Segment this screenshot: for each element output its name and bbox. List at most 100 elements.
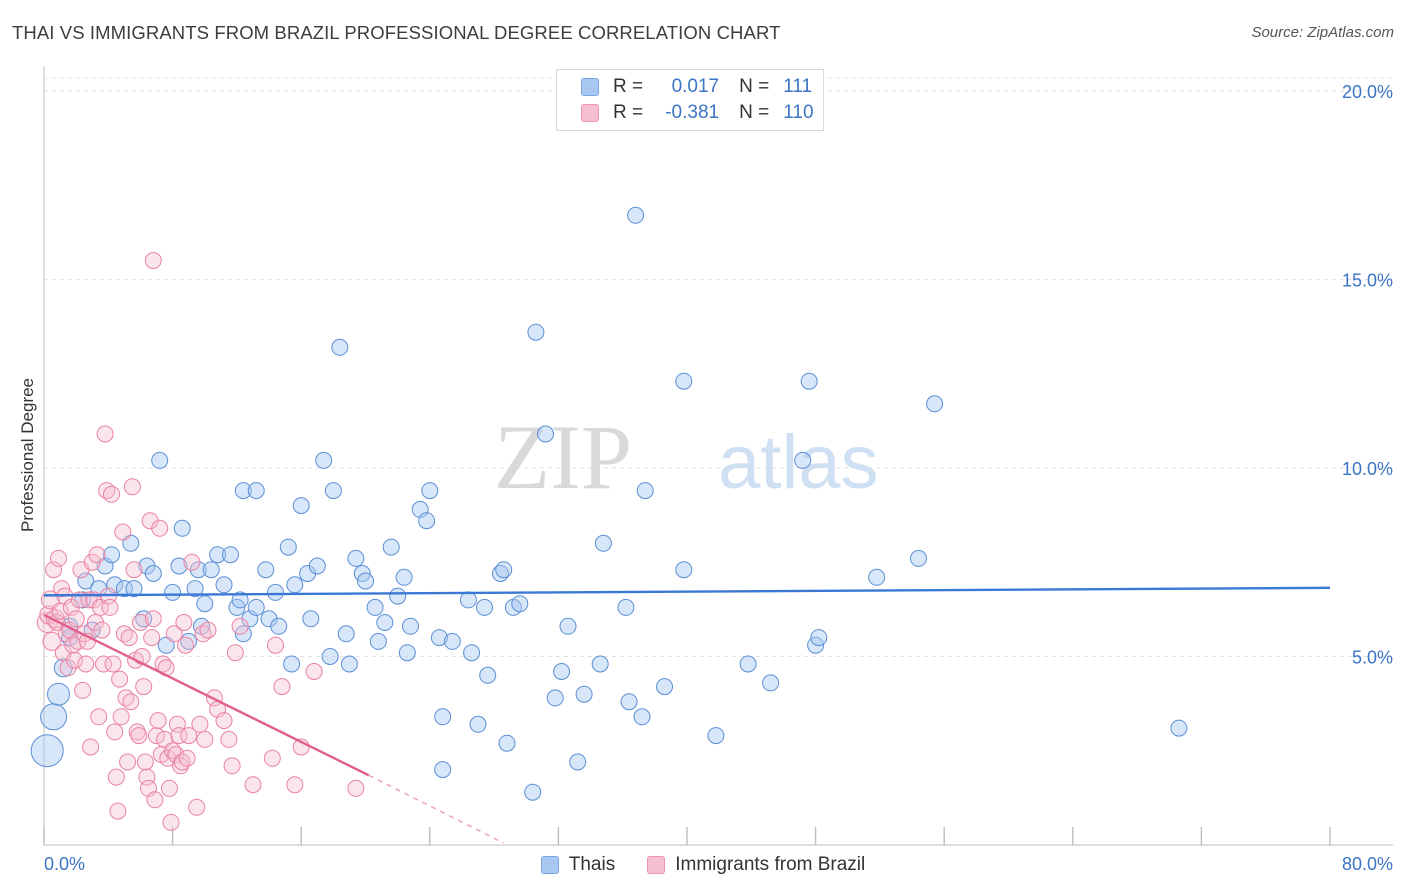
point-thais <box>215 576 233 594</box>
point-thais <box>546 689 564 707</box>
point-brazil <box>144 610 162 628</box>
point-brazil <box>135 678 153 696</box>
point-thais <box>434 761 452 779</box>
point-brazil <box>51 602 69 620</box>
point-thais <box>366 598 384 616</box>
legend-row-thais: R = 0.017 N = 111 <box>581 74 812 100</box>
legend-swatch-thais <box>540 856 559 874</box>
point-thais <box>115 580 133 598</box>
point-thais <box>257 561 275 579</box>
point-brazil <box>67 610 85 628</box>
point-thais <box>707 727 725 745</box>
point-thais <box>1170 719 1188 737</box>
point-brazil <box>136 753 154 771</box>
point-brazil <box>112 708 130 726</box>
point-thais <box>627 206 645 224</box>
point-brazil <box>273 678 291 696</box>
point-thais <box>800 372 818 390</box>
point-thais <box>321 648 339 665</box>
point-brazil <box>165 625 183 643</box>
point-thais <box>247 598 265 616</box>
point-thais <box>926 395 944 413</box>
point-brazil <box>267 636 284 654</box>
chart-title: THAI VS IMMIGRANTS FROM BRAZIL PROFESSIO… <box>12 22 781 43</box>
point-thais <box>656 678 673 696</box>
point-thais <box>594 534 612 552</box>
point-brazil <box>93 621 111 639</box>
trend-line-thais <box>43 586 1331 597</box>
legend-swatch-thais <box>581 78 599 96</box>
point-thais <box>620 693 638 711</box>
point-thais <box>739 655 757 673</box>
point-thais <box>331 338 349 356</box>
point-brazil <box>103 485 120 503</box>
point-brazil <box>109 802 127 820</box>
point-thais <box>537 425 554 443</box>
point-brazil <box>96 425 114 443</box>
legend-swatch-brazil <box>647 856 666 874</box>
point-brazil <box>77 655 95 673</box>
point-brazil <box>305 663 323 680</box>
y-tick-label: 5.0% <box>1352 647 1393 667</box>
point-thais <box>340 655 358 673</box>
legend-n-label: N = <box>739 76 770 97</box>
series-legend: Thais Immigrants from Brazil <box>0 852 1406 878</box>
point-thais <box>347 549 365 567</box>
point-thais <box>633 708 651 726</box>
series-thais <box>30 206 1188 801</box>
watermark-zip: ZIP <box>494 406 632 508</box>
point-thais <box>459 591 477 609</box>
point-brazil <box>120 629 138 647</box>
point-thais <box>675 561 693 579</box>
y-tick-label: 15.0% <box>1342 270 1393 290</box>
point-thais <box>40 703 68 731</box>
point-brazil <box>160 779 178 797</box>
point-thais <box>559 617 577 635</box>
point-thais <box>569 753 587 771</box>
point-brazil <box>82 738 100 756</box>
point-thais <box>527 323 545 341</box>
legend-r-label: R = <box>613 76 644 97</box>
point-brazil <box>215 712 233 730</box>
point-thais <box>302 610 320 628</box>
legend-swatch-brazil <box>581 104 599 122</box>
legend-item-thais[interactable]: Thais <box>540 854 615 876</box>
point-thais <box>495 561 513 579</box>
point-thais <box>511 595 529 613</box>
point-brazil <box>162 813 180 831</box>
gridlines <box>44 77 1393 657</box>
point-brazil <box>177 636 194 654</box>
point-thais <box>164 583 182 601</box>
point-brazil <box>199 621 217 639</box>
legend-r-value: -0.381 <box>665 102 720 123</box>
point-thais <box>591 655 609 673</box>
x-tick-label-max: 80.0% <box>1342 854 1393 874</box>
point-brazil <box>45 561 63 579</box>
point-brazil <box>220 730 238 748</box>
point-thais <box>292 497 310 515</box>
legend-item-brazil[interactable]: Immigrants from Brazil <box>647 854 865 876</box>
point-brazil <box>148 727 165 745</box>
point-thais <box>173 519 191 537</box>
point-brazil <box>180 727 198 745</box>
point-thais <box>421 482 439 500</box>
point-thais <box>868 568 886 586</box>
point-thais <box>222 546 239 564</box>
legend-r-value: 0.017 <box>671 76 720 97</box>
point-brazil <box>130 727 148 745</box>
point-brazil <box>149 712 167 730</box>
point-brazil <box>196 730 214 748</box>
point-brazil <box>143 629 161 647</box>
point-brazil <box>175 614 193 631</box>
point-brazil <box>244 776 262 794</box>
point-thais <box>675 372 693 390</box>
point-thais <box>196 595 214 613</box>
point-brazil <box>90 708 108 726</box>
point-brazil <box>123 478 141 496</box>
point-thais <box>398 644 416 662</box>
point-brazil <box>231 617 249 635</box>
point-thais <box>144 565 162 582</box>
legend-row-brazil: R = -0.381 N = 110 <box>581 100 814 126</box>
point-thais <box>794 451 812 469</box>
y-tick-label: 20.0% <box>1342 82 1393 102</box>
